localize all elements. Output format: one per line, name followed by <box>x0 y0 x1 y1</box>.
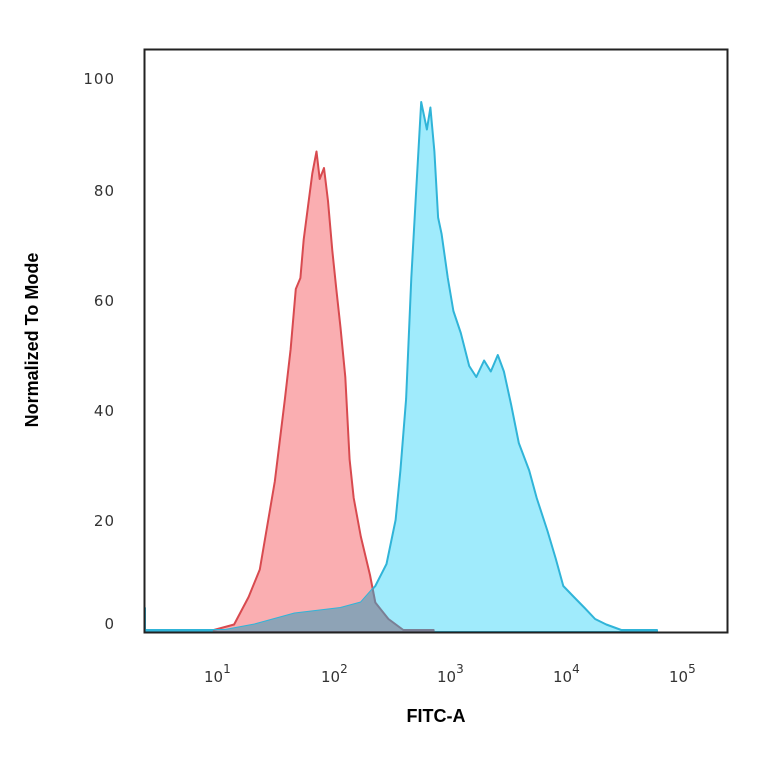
y-tick-label: 0 <box>104 615 115 633</box>
x-tick-label: 102 <box>321 662 348 686</box>
y-tick-label: 100 <box>83 70 115 88</box>
x-tick-label: 105 <box>669 662 696 686</box>
x-axis-ticks: 101 102 103 104 105 <box>204 662 696 686</box>
plot-frame <box>143 48 729 634</box>
y-tick-label: 40 <box>94 402 115 420</box>
histogram-series <box>144 101 658 633</box>
y-tick-label: 20 <box>94 512 115 530</box>
x-tick-label: 103 <box>437 662 464 686</box>
y-tick-label: 80 <box>94 182 115 200</box>
target-antibody-area <box>144 101 658 633</box>
x-tick-label: 104 <box>553 662 580 686</box>
y-tick-label: 60 <box>94 292 115 310</box>
y-axis-ticks: 0 20 40 60 80 100 <box>83 70 115 633</box>
x-axis-title: FITC-A <box>407 706 466 726</box>
x-tick-label: 101 <box>204 662 231 686</box>
y-axis-title: Normalized To Mode <box>22 253 42 428</box>
